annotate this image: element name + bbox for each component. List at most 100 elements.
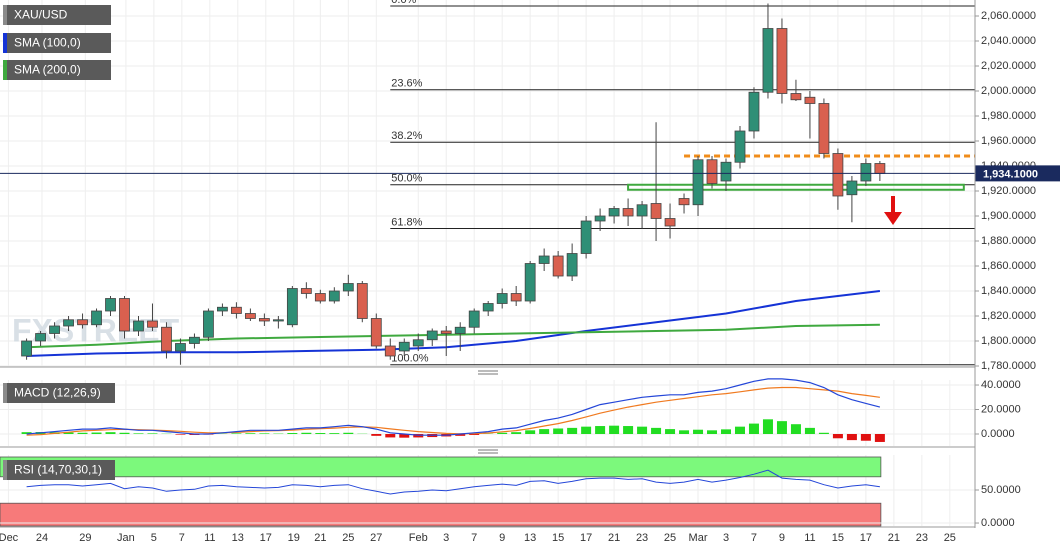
candle-body bbox=[147, 320, 158, 328]
x-tick-label: 9 bbox=[499, 532, 505, 544]
histogram-bar bbox=[315, 433, 326, 434]
candle-body bbox=[482, 303, 494, 312]
histogram-bar bbox=[259, 433, 270, 434]
down-arrow bbox=[884, 196, 902, 225]
x-tick-label: 13 bbox=[524, 532, 536, 544]
y-tick-label: 2,040.0000 bbox=[981, 35, 1036, 47]
panel-handle[interactable] bbox=[478, 370, 498, 375]
label-box bbox=[3, 33, 111, 53]
histogram-bar bbox=[860, 434, 871, 441]
histogram-bar bbox=[287, 433, 298, 434]
candle-body bbox=[286, 288, 298, 326]
candle-body bbox=[524, 263, 536, 302]
histogram-bar bbox=[497, 432, 508, 434]
candle-body bbox=[580, 220, 592, 254]
histogram-bar bbox=[455, 434, 466, 436]
histogram-bar bbox=[371, 434, 382, 436]
y-tick-label: 1,780.0000 bbox=[981, 360, 1036, 372]
x-tick-label: 15 bbox=[832, 532, 844, 544]
candle-body bbox=[790, 93, 802, 101]
candle-body bbox=[356, 283, 368, 319]
histogram-bar bbox=[804, 427, 815, 434]
histogram-bar bbox=[77, 432, 88, 434]
x-tick-label: 7 bbox=[751, 532, 757, 544]
panel-handle[interactable] bbox=[478, 449, 498, 454]
histogram-bar bbox=[693, 429, 704, 434]
label-stripe bbox=[3, 460, 7, 480]
y-tick-label: 1,960.0000 bbox=[981, 135, 1036, 147]
y-tick-label: 20.0000 bbox=[981, 403, 1021, 415]
histogram-bar bbox=[679, 430, 690, 434]
histogram-bar bbox=[231, 433, 242, 434]
histogram-bar bbox=[119, 432, 130, 434]
support-zone bbox=[627, 183, 965, 191]
y-tick-label: 50.0000 bbox=[981, 484, 1021, 496]
candle-body bbox=[203, 310, 214, 338]
candle-body bbox=[608, 208, 620, 217]
histogram-bar bbox=[665, 429, 676, 434]
histogram-bar bbox=[721, 429, 732, 434]
histogram-bar bbox=[147, 433, 158, 434]
histogram-bar bbox=[734, 426, 745, 434]
x-tick-label: 7 bbox=[471, 532, 477, 544]
y-tick-label: 2,020.0000 bbox=[981, 60, 1036, 72]
histogram-bar bbox=[63, 432, 74, 434]
candle-body bbox=[412, 339, 424, 347]
candle-body bbox=[91, 310, 102, 326]
y-tick-label: 0.0000 bbox=[981, 428, 1015, 440]
candle-body bbox=[21, 340, 32, 357]
fib-label: 100.0% bbox=[391, 353, 429, 365]
candle-body bbox=[272, 319, 284, 322]
histogram-bar bbox=[553, 428, 564, 434]
label-box bbox=[3, 460, 115, 480]
last-price-tag bbox=[975, 165, 1060, 182]
histogram-bar bbox=[874, 434, 885, 442]
macd-line bbox=[26, 378, 881, 436]
x-tick-label: 5 bbox=[151, 532, 157, 544]
y-tick-label: 1,820.0000 bbox=[981, 310, 1036, 322]
candle-body bbox=[706, 159, 718, 184]
candle-body bbox=[804, 96, 816, 104]
histogram-bar bbox=[385, 434, 396, 438]
x-tick-label: Mar bbox=[689, 532, 708, 544]
candle-body bbox=[49, 325, 60, 334]
last-price-label: 1,934.1000 bbox=[983, 168, 1038, 180]
label-box bbox=[3, 60, 111, 80]
candle-body bbox=[384, 345, 396, 357]
candle-body bbox=[846, 180, 858, 196]
label-stripe bbox=[3, 383, 7, 403]
candle-body bbox=[231, 306, 242, 314]
histogram-bar bbox=[133, 433, 144, 434]
candle-body bbox=[77, 319, 88, 326]
x-tick-label: 13 bbox=[232, 532, 244, 544]
candle-body bbox=[244, 313, 256, 319]
x-tick-label: 7 bbox=[179, 532, 185, 544]
candle-body bbox=[328, 290, 340, 302]
histogram-bar bbox=[105, 432, 116, 434]
x-tick-label: 17 bbox=[860, 532, 872, 544]
label-text: RSI (14,70,30,1) bbox=[14, 463, 102, 477]
y-tick-label: 40.0000 bbox=[981, 379, 1021, 391]
histogram-bar bbox=[609, 425, 620, 434]
candle-body bbox=[370, 318, 382, 347]
histogram-bar bbox=[91, 432, 102, 434]
histogram-bar bbox=[469, 434, 480, 435]
histogram-bar bbox=[525, 430, 536, 434]
label-text: SMA (100,0) bbox=[14, 36, 81, 50]
rsi-line bbox=[26, 469, 880, 495]
label-box bbox=[3, 5, 111, 25]
y-tick-label: 1,900.0000 bbox=[981, 210, 1036, 222]
histogram-bar bbox=[637, 426, 648, 434]
candle-body bbox=[133, 320, 144, 332]
histogram-bar bbox=[511, 432, 522, 434]
x-tick-label: 25 bbox=[342, 532, 354, 544]
fib-label: 0.0% bbox=[391, 0, 416, 6]
fib-label: 23.6% bbox=[391, 78, 422, 90]
histogram-bar bbox=[832, 434, 843, 439]
histogram-bar bbox=[21, 432, 32, 434]
histogram-bar bbox=[651, 427, 662, 434]
x-tick-label: 21 bbox=[608, 532, 620, 544]
y-tick-label: 2,060.0000 bbox=[981, 10, 1036, 22]
